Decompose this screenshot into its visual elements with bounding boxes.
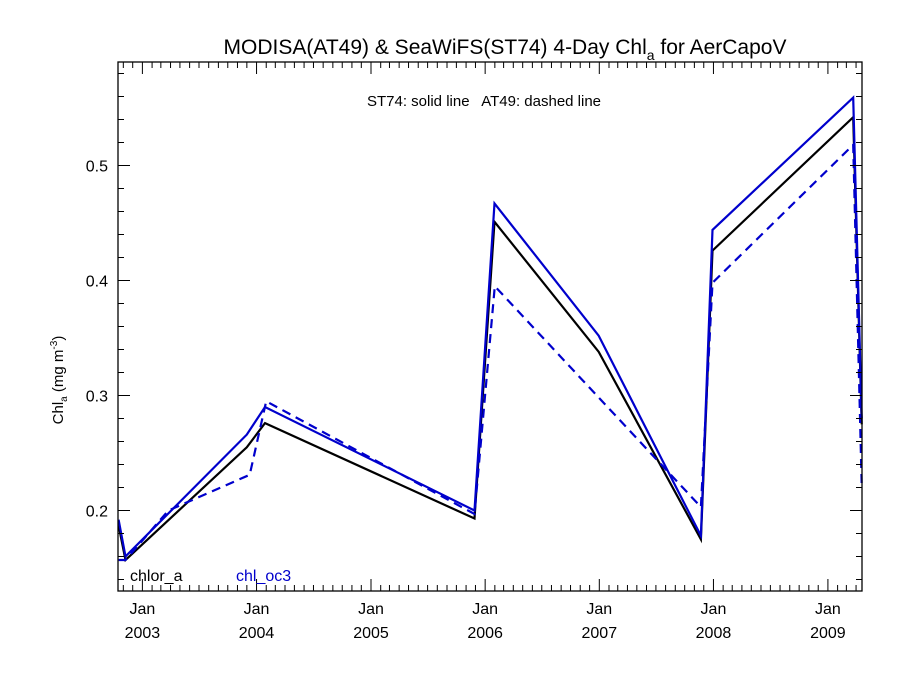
chart-title: MODISA(AT49) & SeaWiFS(ST74) 4-Day Chla … [224, 36, 787, 63]
y-tick-label: 0.4 [86, 274, 108, 291]
chart-title-main: MODISA(AT49) & SeaWiFS(ST74) 4-Day Chl [224, 36, 647, 59]
series-line-chlor-a-st74 [117, 114, 863, 563]
y-tick-label: 0.3 [86, 389, 108, 406]
x-tick-label-year: 2006 [467, 625, 503, 642]
x-tick-label-year: 2008 [696, 625, 732, 642]
y-axis-label-main: Chl [50, 402, 67, 425]
plot-lines [117, 95, 863, 563]
legend: chlor_a chl_oc3 [130, 568, 291, 585]
x-tick-label-year: 2003 [125, 625, 161, 642]
x-tick-label-year: 2005 [353, 625, 389, 642]
x-tick-label-month: Jan [244, 601, 270, 618]
axes: 0.2 0.3 0.4 0.5 Jan 2003 Jan 2004 Jan 2005 Jan 2006… [86, 61, 863, 642]
x-tick-label-month: Jan [129, 601, 155, 618]
x-tick-label-month: Jan [472, 601, 498, 618]
y-axis-label: Chla (mg m-3) [49, 336, 70, 425]
x-tick-label-year: 2007 [582, 625, 618, 642]
y-axis-label-superscript: -3 [49, 340, 60, 349]
x-tick-label-month: Jan [358, 601, 384, 618]
x-tick-label-month: Jan [815, 601, 841, 618]
x-tick-label-month: Jan [701, 601, 727, 618]
x-tick-label-year: 2009 [810, 625, 846, 642]
x-tick-label-month: Jan [586, 601, 612, 618]
chart-title-subscript: a [647, 47, 655, 63]
chart-title-tail: for AerCapoV [655, 36, 787, 59]
series-line-chl-oc3-at49 [118, 142, 863, 562]
legend-label-chlor-a: chlor_a [130, 568, 183, 585]
chart-subtitle: ST74: solid line AT49: dashed line [367, 93, 601, 110]
y-tick-label: 0.5 [86, 159, 108, 176]
y-axis-label-subscript: a [59, 396, 70, 402]
y-axis-label-units: (mg m [50, 350, 67, 397]
series-line-chl-oc3-st74 [117, 95, 863, 559]
y-tick-label: 0.2 [86, 504, 108, 521]
legend-label-chl-oc3: chl_oc3 [236, 568, 291, 585]
x-tick-label-year: 2004 [239, 625, 275, 642]
y-axis-label-tail: ) [50, 336, 67, 341]
